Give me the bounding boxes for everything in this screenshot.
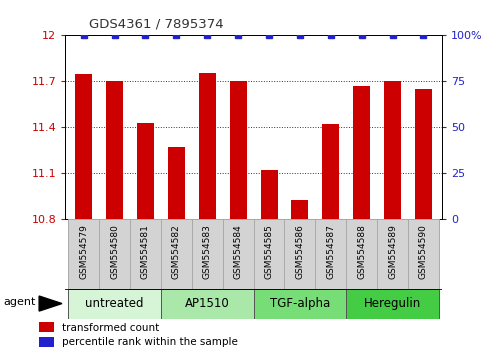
Text: GSM554585: GSM554585: [265, 224, 273, 279]
Polygon shape: [39, 296, 62, 311]
Text: untreated: untreated: [85, 297, 144, 310]
Bar: [75, 74, 92, 219]
Text: GSM554584: GSM554584: [234, 224, 242, 279]
Bar: [99, 219, 130, 289]
Bar: [161, 219, 192, 289]
Text: GSM554581: GSM554581: [141, 224, 150, 279]
Bar: [192, 219, 223, 289]
Bar: [130, 219, 161, 289]
Text: TGF-alpha: TGF-alpha: [270, 297, 330, 310]
Bar: [284, 219, 315, 289]
Text: GSM554580: GSM554580: [110, 224, 119, 279]
Bar: [223, 219, 254, 289]
Text: GSM554587: GSM554587: [327, 224, 335, 279]
Text: transformed count: transformed count: [62, 322, 159, 332]
Bar: [415, 89, 432, 219]
Text: GSM554586: GSM554586: [296, 224, 304, 279]
Bar: [229, 81, 247, 219]
Bar: [199, 73, 216, 219]
Bar: [408, 219, 439, 289]
Bar: [161, 289, 254, 319]
Bar: [39, 322, 54, 332]
Text: GSM554582: GSM554582: [172, 224, 181, 279]
Bar: [291, 200, 308, 219]
Bar: [106, 81, 123, 219]
Bar: [254, 219, 284, 289]
Bar: [254, 289, 346, 319]
Bar: [168, 147, 185, 219]
Text: agent: agent: [3, 297, 36, 307]
Bar: [322, 124, 339, 219]
Bar: [39, 337, 54, 347]
Bar: [137, 123, 154, 219]
Bar: [315, 219, 346, 289]
Bar: [353, 86, 370, 219]
Text: percentile rank within the sample: percentile rank within the sample: [62, 337, 238, 347]
Text: AP1510: AP1510: [185, 297, 229, 310]
Bar: [260, 170, 278, 219]
Bar: [68, 289, 161, 319]
Text: GSM554583: GSM554583: [203, 224, 212, 279]
Bar: [377, 219, 408, 289]
Bar: [346, 289, 439, 319]
Bar: [384, 81, 401, 219]
Text: GSM554588: GSM554588: [357, 224, 366, 279]
Bar: [68, 219, 99, 289]
Text: Heregulin: Heregulin: [364, 297, 421, 310]
Bar: [346, 219, 377, 289]
Text: GSM554579: GSM554579: [79, 224, 88, 279]
Text: GSM554590: GSM554590: [419, 224, 428, 279]
Text: GDS4361 / 7895374: GDS4361 / 7895374: [89, 17, 224, 30]
Text: GSM554589: GSM554589: [388, 224, 397, 279]
